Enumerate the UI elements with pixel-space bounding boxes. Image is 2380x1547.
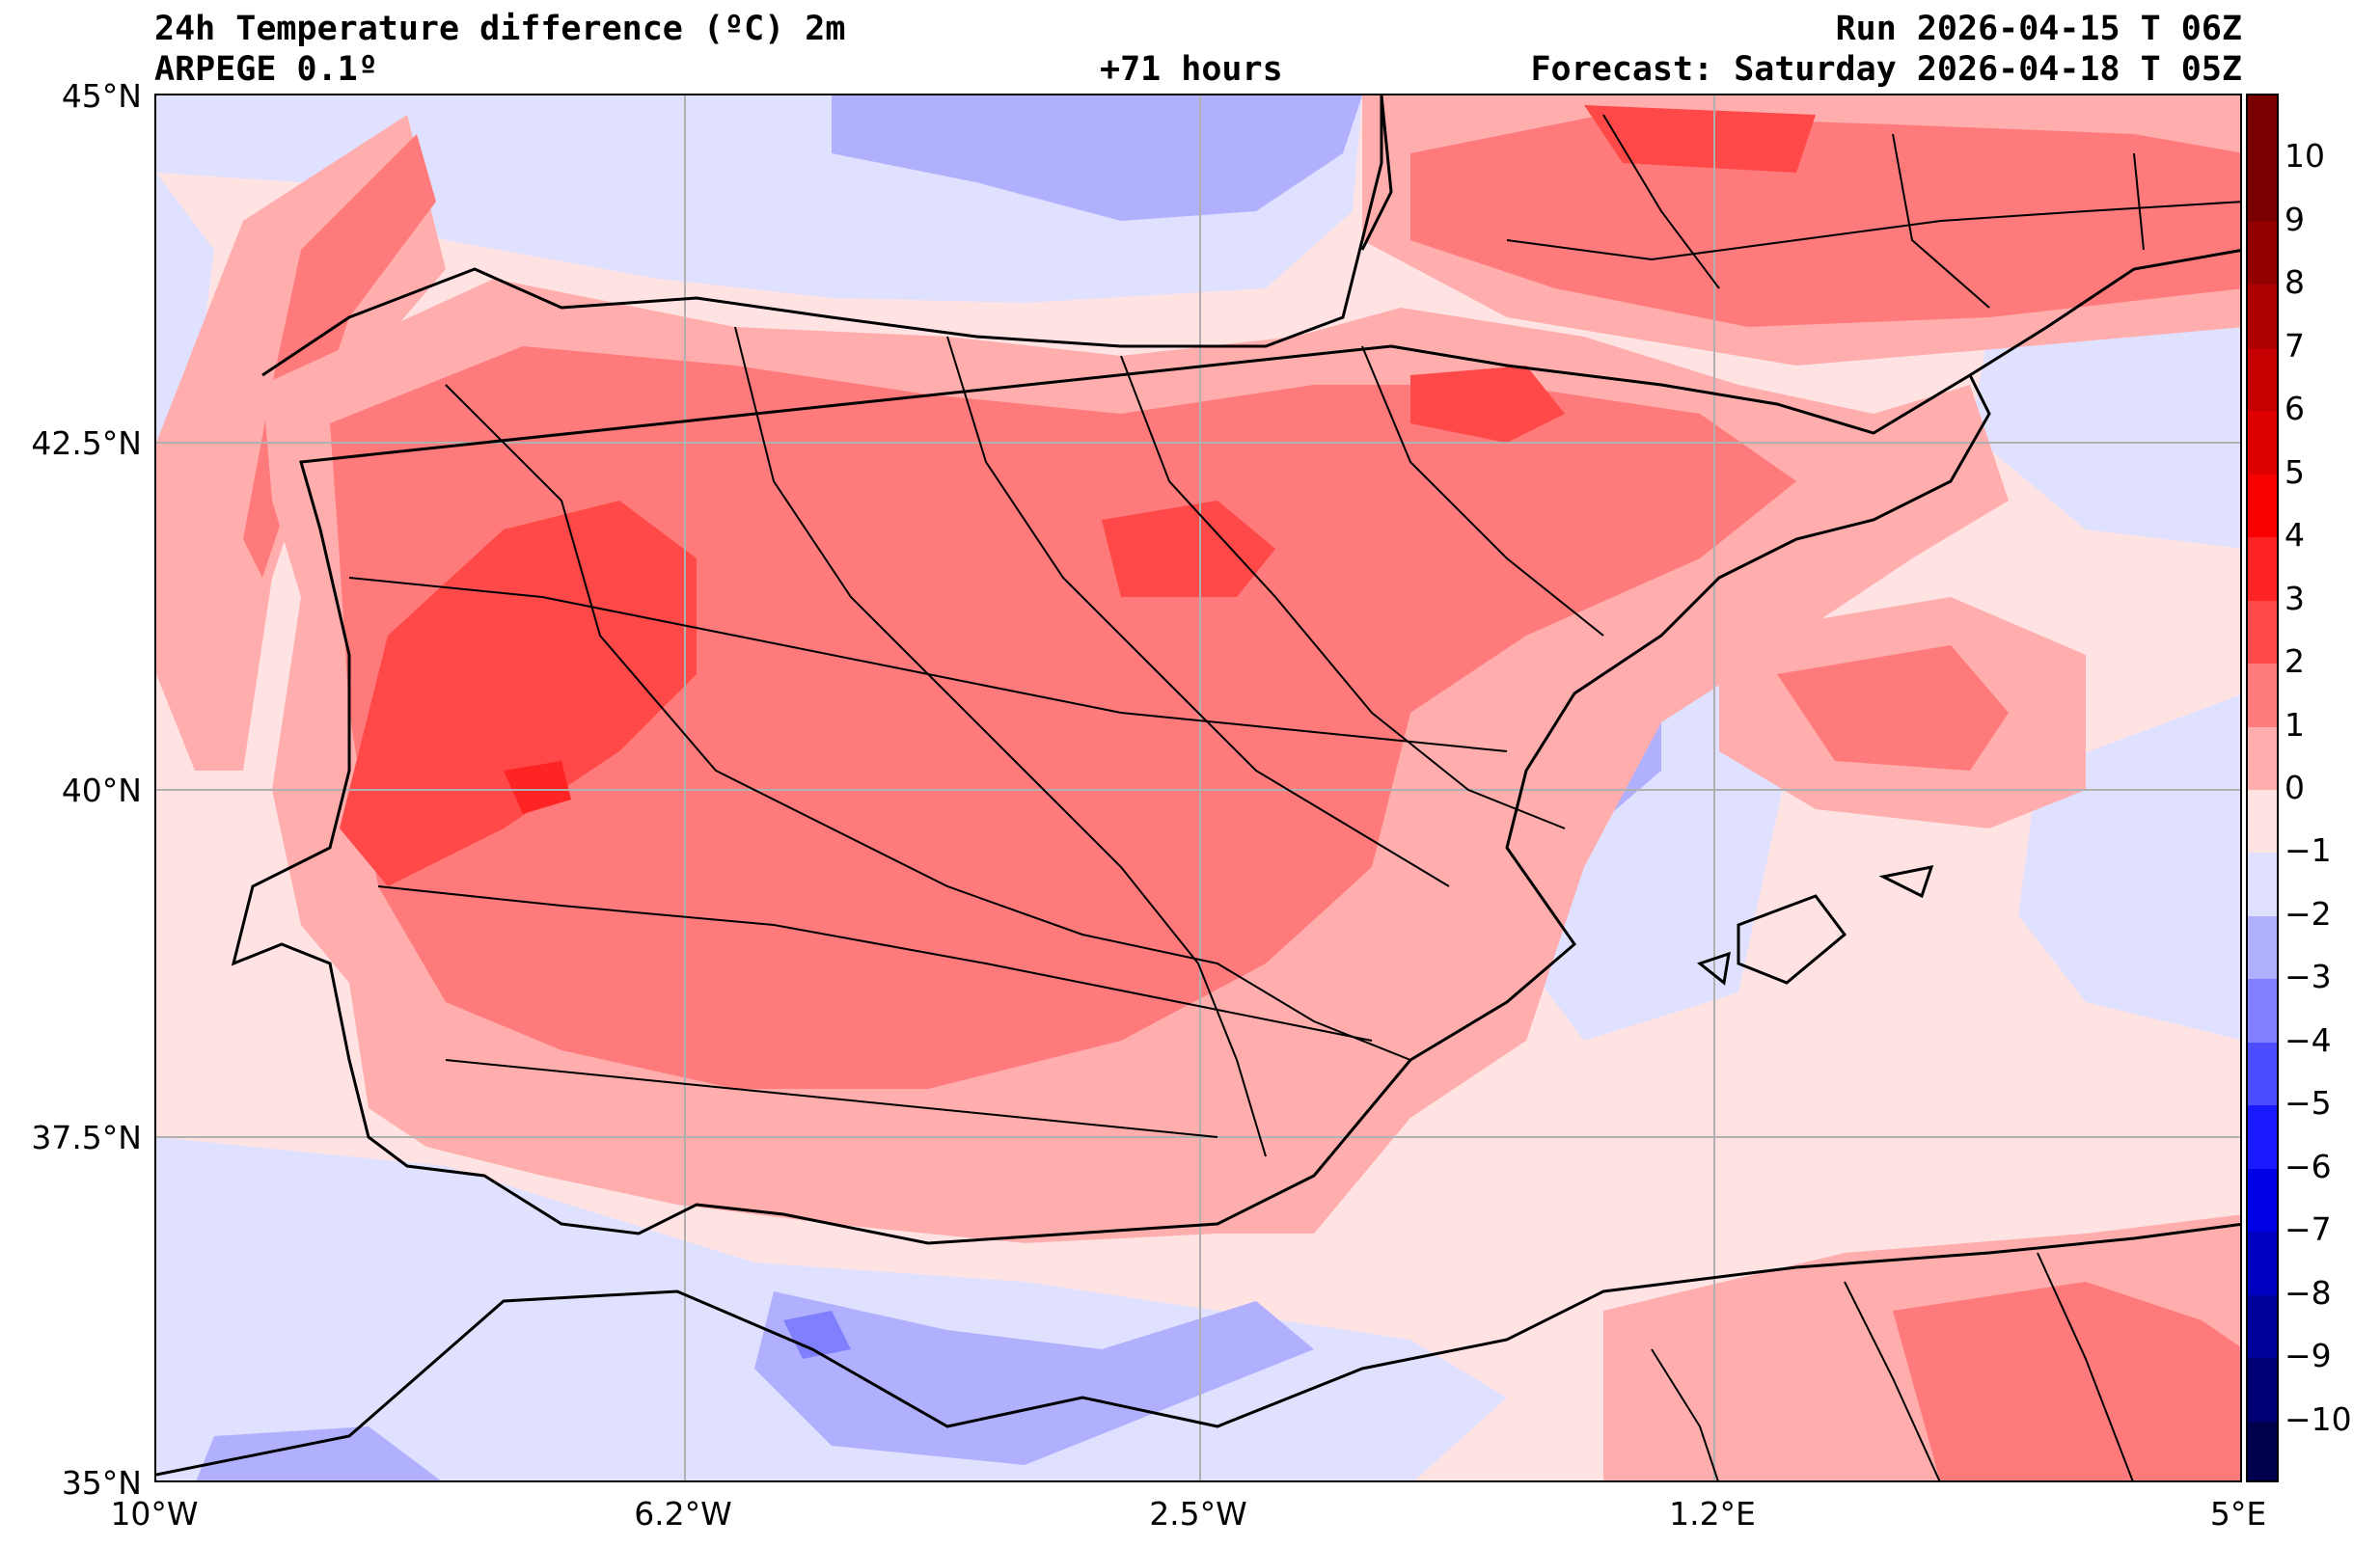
- colorbar-tick-label: 5: [2284, 452, 2305, 491]
- cool-region-gulf-lion: [1970, 327, 2240, 549]
- colorbar-segment: [2248, 285, 2277, 350]
- colorbar-segment: [2248, 1168, 2277, 1235]
- colorbar-segment: [2248, 1232, 2277, 1297]
- colorbar-segment: [2248, 915, 2277, 982]
- med-warm2: [1777, 645, 2009, 771]
- temperature-map: [154, 94, 2242, 1482]
- colorbar-tick-label: 0: [2284, 769, 2305, 806]
- run-label: Run 2026-04-15 T 06Z: [1835, 10, 2242, 48]
- lon-tick-label: 1.2°E: [1669, 1495, 1756, 1533]
- border-8: [445, 1059, 1218, 1138]
- colorbar-tick-label: 6: [2284, 390, 2305, 428]
- border-2: [734, 326, 1267, 1157]
- colorbar: [2246, 94, 2279, 1482]
- colorbar-tick-label: 3: [2284, 579, 2305, 617]
- colorbar-segment: [2248, 1042, 2277, 1108]
- colorbar-segment: [2248, 726, 2277, 792]
- iberia-land-warm3-north: [1410, 366, 1565, 443]
- coastlines: [156, 95, 2240, 1477]
- colorbar-segment: [2248, 158, 2277, 224]
- lon-tick-label: 5°E: [2209, 1495, 2267, 1533]
- lon-tick-label: 6.2°W: [634, 1495, 732, 1533]
- province-borders: [348, 114, 2240, 1480]
- colorbar-tick-label: 8: [2284, 263, 2305, 302]
- colorbar-segment: [2248, 347, 2277, 414]
- lon-tick-label: 2.5°W: [1149, 1495, 1247, 1533]
- colorbar-tick-label: −2: [2284, 894, 2332, 933]
- lat-tick-label: 37.5°N: [31, 1119, 142, 1156]
- cool2-region-biscay: [832, 95, 1362, 221]
- graticule: [156, 95, 2240, 1480]
- coastline-ibiza: [1696, 951, 1731, 986]
- colorbar-tick-label: −9: [2284, 1337, 2332, 1375]
- cool2-region-alboran: [754, 1291, 1314, 1465]
- iberia-land-warm2: [330, 346, 1796, 1089]
- lat-tick-label: 42.5°N: [31, 424, 142, 462]
- colorbar-tick-label: 10: [2284, 137, 2325, 176]
- colorbar-segment: [2248, 664, 2277, 729]
- border-7: [377, 885, 1373, 1042]
- colorbar-segment: [2248, 853, 2277, 918]
- colorbar-tick-label: −4: [2284, 1020, 2332, 1059]
- colorbar-segment: [2248, 1105, 2277, 1171]
- coastline-france: [1360, 95, 2240, 377]
- border-3: [946, 336, 1450, 887]
- iberia-land-warm3-central: [1102, 501, 1275, 597]
- border-9: [1506, 201, 2240, 261]
- colorbar-tick-label: −3: [2284, 958, 2332, 996]
- map-title: 24h Temperature difference (ºC) 2m: [154, 10, 846, 48]
- colorbar-segment: [2248, 1421, 2277, 1480]
- colorbar-tick-label: −5: [2284, 1084, 2332, 1123]
- map-canvas: [156, 95, 2240, 1480]
- colorbar-segment: [2248, 411, 2277, 476]
- colorbar-tick-label: 1: [2284, 705, 2305, 744]
- model-label: ARPEGE 0.1º: [154, 50, 378, 89]
- lat-tick-label: 40°N: [61, 772, 142, 809]
- france-warm2: [1410, 115, 2240, 327]
- colorbar-tick-label: −8: [2284, 1273, 2332, 1312]
- colorbar-segment: [2248, 979, 2277, 1045]
- lat-tick-label: 45°N: [61, 77, 142, 115]
- france-warm3: [1584, 105, 1816, 173]
- cool3-region-alboran: [783, 1311, 851, 1359]
- cool2-region-morocco-sw: [196, 1426, 441, 1480]
- colorbar-segment: [2248, 95, 2277, 161]
- forecast-label: Forecast: Saturday 2026-04-18 T 05Z: [1530, 50, 2242, 89]
- border-1: [445, 384, 1411, 1061]
- colorbar-segment: [2248, 474, 2277, 540]
- colorbar-segment: [2248, 1358, 2277, 1424]
- colorbar-tick-label: 2: [2284, 642, 2305, 681]
- border-11: [1651, 1252, 2134, 1480]
- lead-time-label: +71 hours: [1100, 50, 1283, 89]
- coastline-africa: [156, 1223, 2240, 1477]
- colorbar-segment: [2248, 600, 2277, 666]
- colorbar-tick-label: −1: [2284, 831, 2332, 870]
- colorbar-tick-label: 9: [2284, 200, 2305, 238]
- lon-tick-label: 10°W: [110, 1495, 199, 1533]
- iberia-land-warm4-spot: [504, 761, 571, 814]
- colorbar-segment: [2248, 221, 2277, 287]
- border-5: [1361, 345, 1604, 637]
- border-10: [1602, 114, 2145, 309]
- colorbar-tick-label: −7: [2284, 1210, 2332, 1249]
- colorbar-segment: [2248, 790, 2277, 855]
- coastline-menorca: [1878, 865, 1934, 899]
- colorbar-segment: [2248, 1294, 2277, 1361]
- colorbar-tick-label: −6: [2284, 1147, 2332, 1185]
- lat-tick-label: 35°N: [61, 1464, 142, 1502]
- colorbar-segment: [2248, 537, 2277, 603]
- colorbar-tick-label: 7: [2284, 326, 2305, 365]
- border-4: [1120, 355, 1566, 829]
- coastline-mallorca: [1737, 894, 1847, 985]
- border-6: [348, 577, 1508, 752]
- coastline-iberia: [231, 95, 1991, 1245]
- africa-warm2: [1893, 1282, 2240, 1480]
- colorbar-tick-label: −10: [2284, 1399, 2352, 1438]
- colorbar-tick-label: 4: [2284, 516, 2305, 555]
